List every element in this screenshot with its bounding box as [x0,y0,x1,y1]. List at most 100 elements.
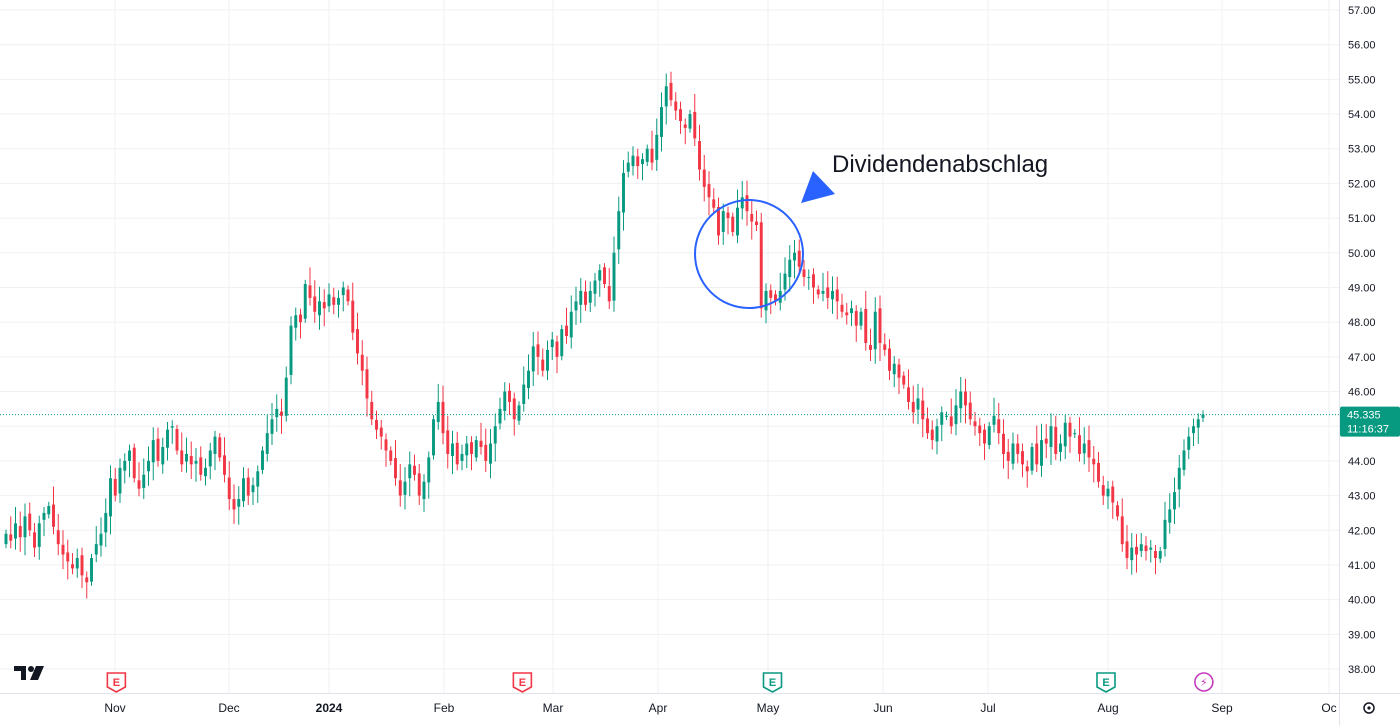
candle [755,210,758,231]
candle-body [603,267,606,285]
candle-body [560,329,564,357]
event-letter: E [113,677,120,689]
candle [1111,480,1115,519]
candle-body [232,499,236,510]
axis-settings-button[interactable] [1363,702,1375,714]
candle [850,300,853,326]
y-tick-label: 46.00 [1348,387,1376,399]
candle-body [1082,443,1086,454]
candle [1163,501,1167,557]
candle [945,411,948,420]
candle [859,307,863,330]
candle-body [660,107,663,137]
gear-icon-center [1367,706,1371,710]
candle [479,422,483,455]
candle-body [788,259,792,278]
candle-body [256,471,260,487]
candle-body [446,430,450,454]
candle-body [185,453,188,462]
candle [940,406,944,442]
candle-body [80,555,84,576]
candle [869,328,872,362]
event-marker[interactable]: ⚡ [1194,672,1214,692]
candle-body [394,458,397,479]
candle [921,387,925,438]
candle-body [531,346,535,372]
candle-body [175,428,179,451]
candle-body [346,289,350,302]
candle-body [109,478,112,517]
candle-body [911,401,915,413]
candle [137,462,141,497]
candle [902,371,906,389]
candle-body [427,457,431,483]
candle [318,286,321,330]
candle-body [4,533,8,545]
candle-body [641,159,644,164]
candle-body [978,425,982,434]
event-marker[interactable]: E [106,672,127,693]
candle [9,516,13,549]
candle [831,276,834,314]
candle [873,297,877,364]
event-marker[interactable]: E [762,672,783,693]
candle-body [1149,547,1153,550]
candle [332,287,336,315]
candle-body [622,173,625,213]
candle [47,501,51,519]
candle-body [56,530,60,545]
candle [1073,428,1077,439]
candle-body [1154,551,1157,559]
candle-body [280,411,283,416]
candle [180,432,184,472]
candle-body [1177,467,1181,490]
candle [417,464,421,505]
candle [1192,418,1195,446]
candle [90,553,93,586]
candle-body [47,505,51,515]
candle-body [1173,492,1176,510]
candle-body [261,450,264,470]
time-axis[interactable]: Nov Dec 2024 Feb Mar Apr May Jun Jul Aug Sep Oc [104,701,1336,715]
candle-body [356,329,359,354]
event-marker[interactable]: E [1096,672,1116,693]
candle [854,305,858,342]
candle-body [408,464,412,479]
candle [436,383,440,430]
candle [978,417,982,446]
candle-body [370,401,374,420]
candle-body [398,480,402,496]
candle [194,448,198,482]
candle-body [607,286,611,302]
candle-body [151,440,155,463]
x-tick-label: Jun [873,701,892,715]
candle-body [759,222,763,309]
candle [28,502,32,537]
candle-body [1158,551,1162,559]
candle-body [1063,422,1067,447]
candle-body [584,291,587,305]
candle-body [118,467,122,494]
candle [959,376,963,423]
candle [156,427,160,467]
candle-body [831,290,834,300]
candle-body [194,460,198,464]
x-tick-label: Mar [543,701,564,715]
candle-body [375,419,378,430]
candle-body [204,467,207,477]
earnings-icon [106,672,127,693]
candle [232,484,236,525]
candle-body [132,447,136,479]
candle [199,446,203,481]
y-tick-label: 53.00 [1348,144,1376,156]
candle [574,286,578,325]
tradingview-logo[interactable] [14,666,44,680]
candle [251,477,255,505]
candle [949,398,953,434]
candle [807,269,811,290]
candle-body [1030,447,1034,471]
candle [308,267,312,306]
y-tick-label: 56.00 [1348,40,1376,52]
event-marker[interactable]: E [512,672,533,693]
